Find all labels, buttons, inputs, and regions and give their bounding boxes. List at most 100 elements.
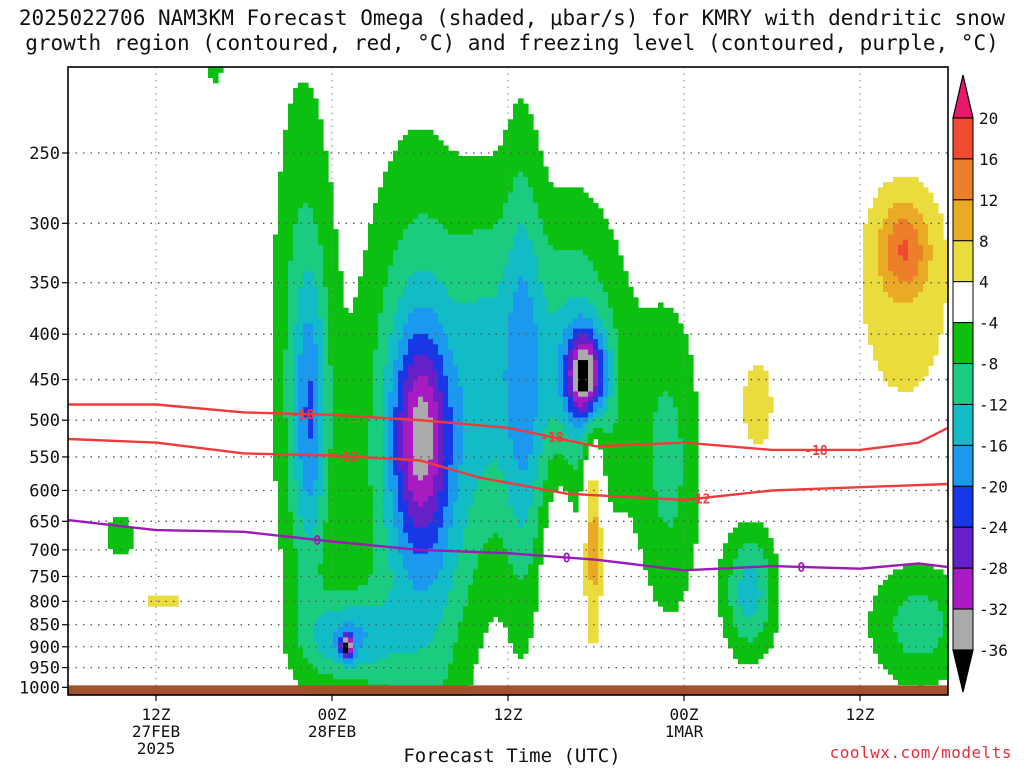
omega-cell: [338, 449, 344, 455]
omega-cell: [633, 438, 639, 445]
omega-cell: [688, 433, 694, 440]
omega-cell: [533, 224, 539, 230]
omega-cell: [308, 140, 314, 147]
omega-cell: [443, 265, 449, 272]
omega-cell: [668, 443, 674, 450]
omega-cell: [368, 276, 374, 283]
omega-cell: [593, 428, 599, 434]
omega-cell: [383, 271, 389, 277]
omega-cell: [568, 339, 574, 345]
omega-cell: [578, 375, 584, 382]
omega-cell: [403, 187, 409, 194]
omega-cell: [508, 208, 514, 215]
omega-cell: [508, 182, 514, 188]
omega-cell: [633, 433, 639, 440]
omega-cell: [513, 203, 519, 209]
omega-cell: [358, 339, 364, 345]
omega-cell: [573, 192, 579, 199]
omega-cell: [868, 339, 874, 345]
omega-cell: [333, 354, 339, 361]
omega-cell: [318, 417, 324, 424]
omega-cell: [613, 360, 619, 366]
omega-cell: [298, 438, 304, 445]
omega-cell: [418, 140, 424, 147]
omega-cell: [353, 339, 359, 345]
omega-cell: [648, 433, 654, 440]
omega-cell: [583, 203, 589, 209]
omega-cell: [368, 360, 374, 366]
omega-cell: [383, 176, 389, 183]
omega-cell: [328, 375, 334, 382]
omega-cell: [613, 265, 619, 272]
omega-cell: [328, 187, 334, 194]
omega-cell: [373, 354, 379, 361]
omega-cell: [323, 260, 329, 267]
omega-cell: [498, 171, 504, 178]
omega-cell: [628, 312, 634, 319]
omega-cell: [913, 328, 919, 335]
omega-cell: [468, 454, 474, 461]
omega-cell: [508, 234, 514, 241]
omega-cell: [878, 244, 884, 251]
omega-cell: [553, 197, 559, 204]
omega-cell: [378, 297, 384, 304]
omega-cell: [448, 401, 454, 408]
omega-cell: [543, 187, 549, 194]
omega-cell: [903, 370, 909, 377]
omega-cell: [278, 365, 284, 372]
omega-cell: [943, 244, 949, 251]
omega-cell: [458, 271, 464, 277]
omega-cell: [638, 318, 644, 325]
omega-cell: [928, 349, 934, 356]
omega-cell: [898, 187, 904, 194]
omega-cell: [393, 428, 399, 434]
omega-cell: [488, 370, 494, 377]
omega-cell: [603, 422, 609, 429]
omega-cell: [423, 365, 429, 372]
omega-cell: [333, 260, 339, 267]
omega-cell: [288, 208, 294, 215]
omega-cell: [298, 365, 304, 372]
omega-cell: [538, 187, 544, 194]
omega-cell: [538, 271, 544, 277]
omega-cell: [338, 354, 344, 361]
omega-cell: [603, 349, 609, 356]
omega-cell: [373, 224, 379, 230]
omega-cell: [288, 433, 294, 440]
omega-cell: [353, 307, 359, 314]
omega-cell: [313, 407, 319, 413]
omega-cell: [573, 344, 579, 351]
omega-cell: [908, 370, 914, 377]
omega-cell: [518, 161, 524, 168]
omega-cell: [378, 433, 384, 440]
omega-cell: [373, 229, 379, 236]
omega-cell: [283, 166, 289, 173]
omega-cell: [528, 234, 534, 241]
omega-cell: [388, 344, 394, 351]
omega-cell: [553, 386, 559, 393]
omega-cell: [458, 234, 464, 241]
omega-cell: [913, 203, 919, 209]
omega-cell: [693, 449, 699, 455]
omega-cell: [468, 166, 474, 173]
omega-cell: [453, 265, 459, 272]
omega-cell: [328, 354, 334, 361]
omega-cell: [898, 244, 904, 251]
omega-cell: [563, 417, 569, 424]
omega-cell: [328, 349, 334, 356]
omega-cell: [288, 370, 294, 377]
omega-cell: [613, 271, 619, 277]
omega-cell: [378, 281, 384, 288]
omega-cell: [648, 365, 654, 372]
omega-cell: [473, 401, 479, 408]
omega-cell: [423, 197, 429, 204]
omega-cell: [473, 323, 479, 330]
omega-cell: [768, 396, 774, 403]
omega-cell: [298, 255, 304, 262]
omega-cell: [868, 218, 874, 225]
omega-cell: [918, 354, 924, 361]
omega-cell: [593, 265, 599, 272]
omega-cell: [628, 401, 634, 408]
omega-cell: [908, 375, 914, 382]
omega-cell: [678, 401, 684, 408]
